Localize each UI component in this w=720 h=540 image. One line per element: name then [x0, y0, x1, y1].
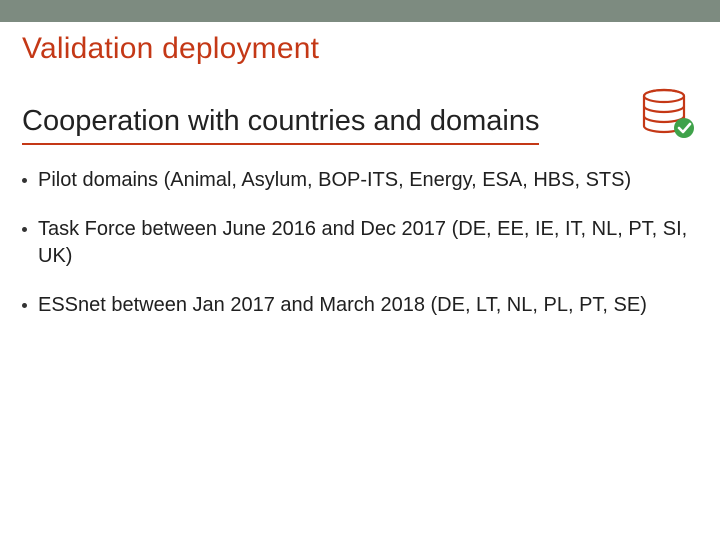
list-item: ESSnet between Jan 2017 and March 2018 (… [22, 292, 698, 319]
slide-body: Validation deployment Cooperation with c… [0, 32, 720, 319]
bullet-text: ESSnet between Jan 2017 and March 2018 (… [38, 294, 647, 316]
slide-subtitle: Cooperation with countries and domains [22, 103, 539, 145]
slide-title: Validation deployment [22, 32, 698, 66]
bullet-list: Pilot domains (Animal, Asylum, BOP-ITS, … [22, 167, 698, 319]
subtitle-row: Cooperation with countries and domains [22, 88, 698, 145]
database-check-icon [640, 88, 696, 145]
list-item: Task Force between June 2016 and Dec 201… [22, 216, 698, 270]
list-item: Pilot domains (Animal, Asylum, BOP-ITS, … [22, 167, 698, 194]
bullet-text: Task Force between June 2016 and Dec 201… [38, 218, 687, 267]
top-accent-bar [0, 0, 720, 22]
bullet-text: Pilot domains (Animal, Asylum, BOP-ITS, … [38, 169, 631, 191]
